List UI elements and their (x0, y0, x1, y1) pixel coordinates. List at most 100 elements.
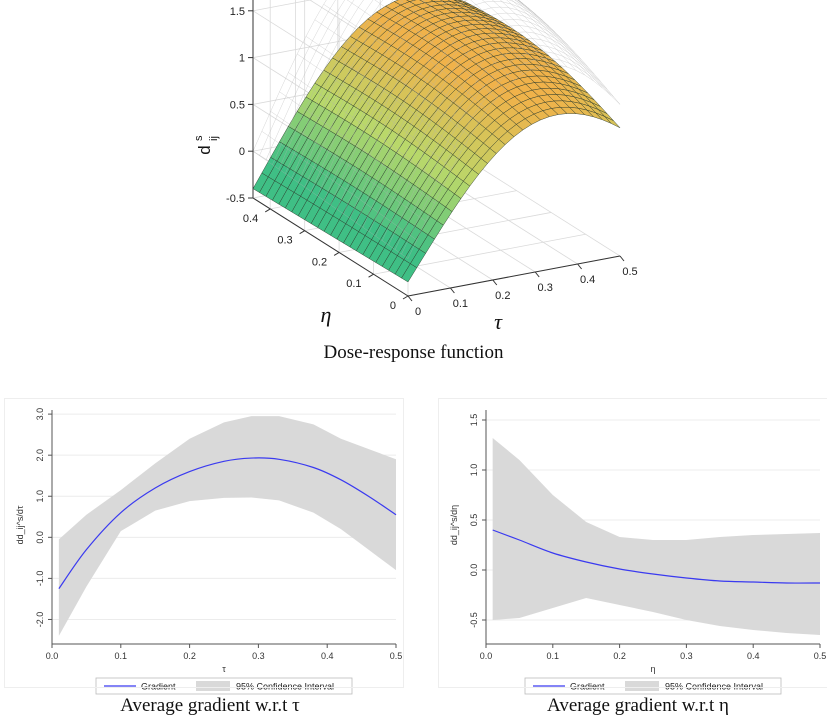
y-axis-label: dd_ij^s/dτ (15, 505, 25, 544)
y-tick-label: 1.0 (35, 490, 45, 503)
z-label-sub: ij (208, 136, 220, 141)
gradient-line (492, 529, 821, 584)
eta-tick-label: 0.4 (243, 213, 258, 225)
legend-confidence-interval: 95% Confidence Interval (665, 682, 763, 692)
mesh-line (439, 0, 524, 75)
mesh-line (252, 150, 409, 259)
tau-axis-label: τ (494, 309, 503, 334)
tau-tick-mark (619, 255, 625, 262)
y-tick-label: 0.0 (35, 531, 45, 544)
mesh-line (517, 0, 603, 89)
mesh-line (482, 0, 550, 66)
x-tick-label: 0.3 (252, 651, 265, 661)
z-tick-label: 1 (239, 53, 245, 65)
eta-axis-line (252, 197, 409, 297)
tau-tick-mark (450, 287, 455, 294)
tau-tick-mark (492, 279, 498, 286)
tau-tick-label: 0.5 (622, 266, 637, 278)
y-tick-label: -0.5 (469, 612, 479, 628)
x-tick-label: 0.0 (46, 651, 59, 661)
mesh-line (288, 72, 444, 186)
z-tick-label: 1.5 (230, 6, 245, 18)
tau-tick-mark (407, 295, 413, 302)
mesh-line (506, 0, 577, 71)
x-tick-label: 0.5 (390, 651, 403, 661)
x-tick-label: 0.4 (321, 651, 334, 661)
chart-frame (438, 398, 827, 688)
y-tick-label: 1.0 (469, 464, 479, 477)
mesh-line (346, 0, 488, 110)
y-tick-label: -1.0 (35, 571, 45, 587)
z-label-main: d (195, 145, 214, 154)
mesh-line (399, 0, 506, 89)
eta-tick-mark (299, 230, 305, 235)
x-tick-label: 0.4 (747, 651, 760, 661)
mesh-line (279, 91, 435, 204)
z-label-sup: s (193, 135, 205, 141)
x-axis-label: τ (222, 664, 226, 674)
confidence-band (492, 438, 820, 635)
x-tick-label: 0.2 (183, 651, 196, 661)
tau-tick-label: 0.2 (495, 290, 510, 302)
surface-plot: -0.500.511.5200.10.20.30.40.500.10.20.30… (193, 0, 638, 334)
y-tick-label: 2.0 (35, 449, 45, 462)
tau-tick-mark (577, 263, 582, 270)
mesh-line (305, 36, 462, 153)
gradient-line (58, 457, 397, 590)
tau-tick-label: 0.1 (453, 298, 468, 310)
tau-tick-label: 0.3 (538, 282, 553, 294)
chart-frame (4, 398, 404, 688)
legend-gradient: Gradient (141, 682, 176, 692)
mesh-line (470, 0, 541, 67)
caption-gradient-tau: Average gradient w.r.t τ (120, 695, 300, 716)
confidence-band (58, 416, 396, 636)
mesh-line (314, 19, 470, 137)
mesh-line (261, 131, 417, 241)
y-tick-label: 0.5 (469, 514, 479, 527)
y-axis-label: dd_ij^s/dη (449, 505, 459, 545)
x-tick-label: 0.1 (115, 651, 128, 661)
floor-grid (464, 157, 621, 257)
legend-band-swatch (625, 681, 659, 691)
wall-grid (252, 0, 313, 12)
y-tick-label: 1.5 (469, 414, 479, 427)
eta-tick-mark (368, 273, 374, 278)
legend-band-swatch (196, 681, 230, 691)
mesh-line (323, 4, 479, 123)
z-axis-label: ds ij (193, 135, 220, 155)
mesh-line (252, 0, 327, 152)
surface-face (604, 116, 621, 128)
eta-tick-mark (333, 252, 340, 256)
x-tick-label: 0.5 (814, 651, 827, 661)
mesh-line (491, 0, 559, 66)
gradient-tau-chart: -2.0 -1.0 0.0 1.0 2.0 3.0 0.0 0.1 0.2 0.3 0.4 0.5 τ d… (4, 398, 404, 695)
mesh-line (499, 0, 568, 68)
eta-tick-label: 0.3 (277, 235, 292, 247)
mesh-line (297, 53, 453, 169)
x-tick-label: 0.1 (547, 651, 560, 661)
eta-tick-label: 0 (390, 300, 396, 312)
mesh-line (374, 0, 497, 99)
mesh-line (511, 0, 585, 76)
x-tick-label: 0.3 (680, 651, 693, 661)
surface-faces (252, 0, 621, 283)
tau-tick-mark (534, 271, 540, 278)
mesh-line (270, 111, 426, 222)
eta-axis-label: η (321, 302, 332, 327)
mesh-line (517, 0, 621, 105)
mesh-line (456, 0, 532, 70)
legend-confidence-interval: 95% Confidence Interval (236, 682, 334, 692)
surface-labels: -0.500.511.5200.10.20.30.40.500.10.20.30… (193, 0, 638, 334)
eta-tick-mark (264, 208, 271, 213)
gradient-eta-chart: -0.5 0.0 0.5 1.0 1.5 0.0 0.1 0.2 0.3 0.4 0.5 η dd_ij… (438, 398, 827, 695)
z-tick-label: 0 (239, 146, 245, 158)
y-tick-label: -2.0 (35, 612, 45, 628)
caption-gradient-eta: Average gradient w.r.t η (547, 695, 729, 716)
mesh-line (518, 0, 612, 96)
z-tick-label: -0.5 (226, 193, 245, 205)
eta-tick-mark (402, 295, 409, 300)
legend-gradient: Gradient (570, 682, 605, 692)
tau-tick-label: 0 (415, 306, 421, 318)
tau-axis-line (407, 255, 621, 297)
caption-dose-response: Dose-response function (323, 342, 504, 363)
